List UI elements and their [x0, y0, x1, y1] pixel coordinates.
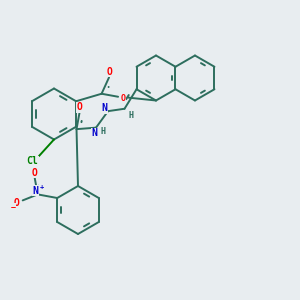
Text: O: O — [32, 167, 38, 178]
Text: N: N — [92, 128, 98, 138]
Text: O: O — [14, 198, 20, 208]
Text: O: O — [106, 67, 112, 77]
Text: −: − — [11, 203, 16, 212]
Text: O: O — [76, 102, 82, 112]
Text: O: O — [121, 94, 126, 103]
Text: Cl: Cl — [26, 156, 38, 166]
Text: N: N — [32, 186, 38, 196]
Text: N: N — [101, 103, 107, 113]
Text: +: + — [40, 184, 44, 190]
Text: H: H — [100, 127, 105, 136]
Text: H: H — [128, 111, 133, 120]
